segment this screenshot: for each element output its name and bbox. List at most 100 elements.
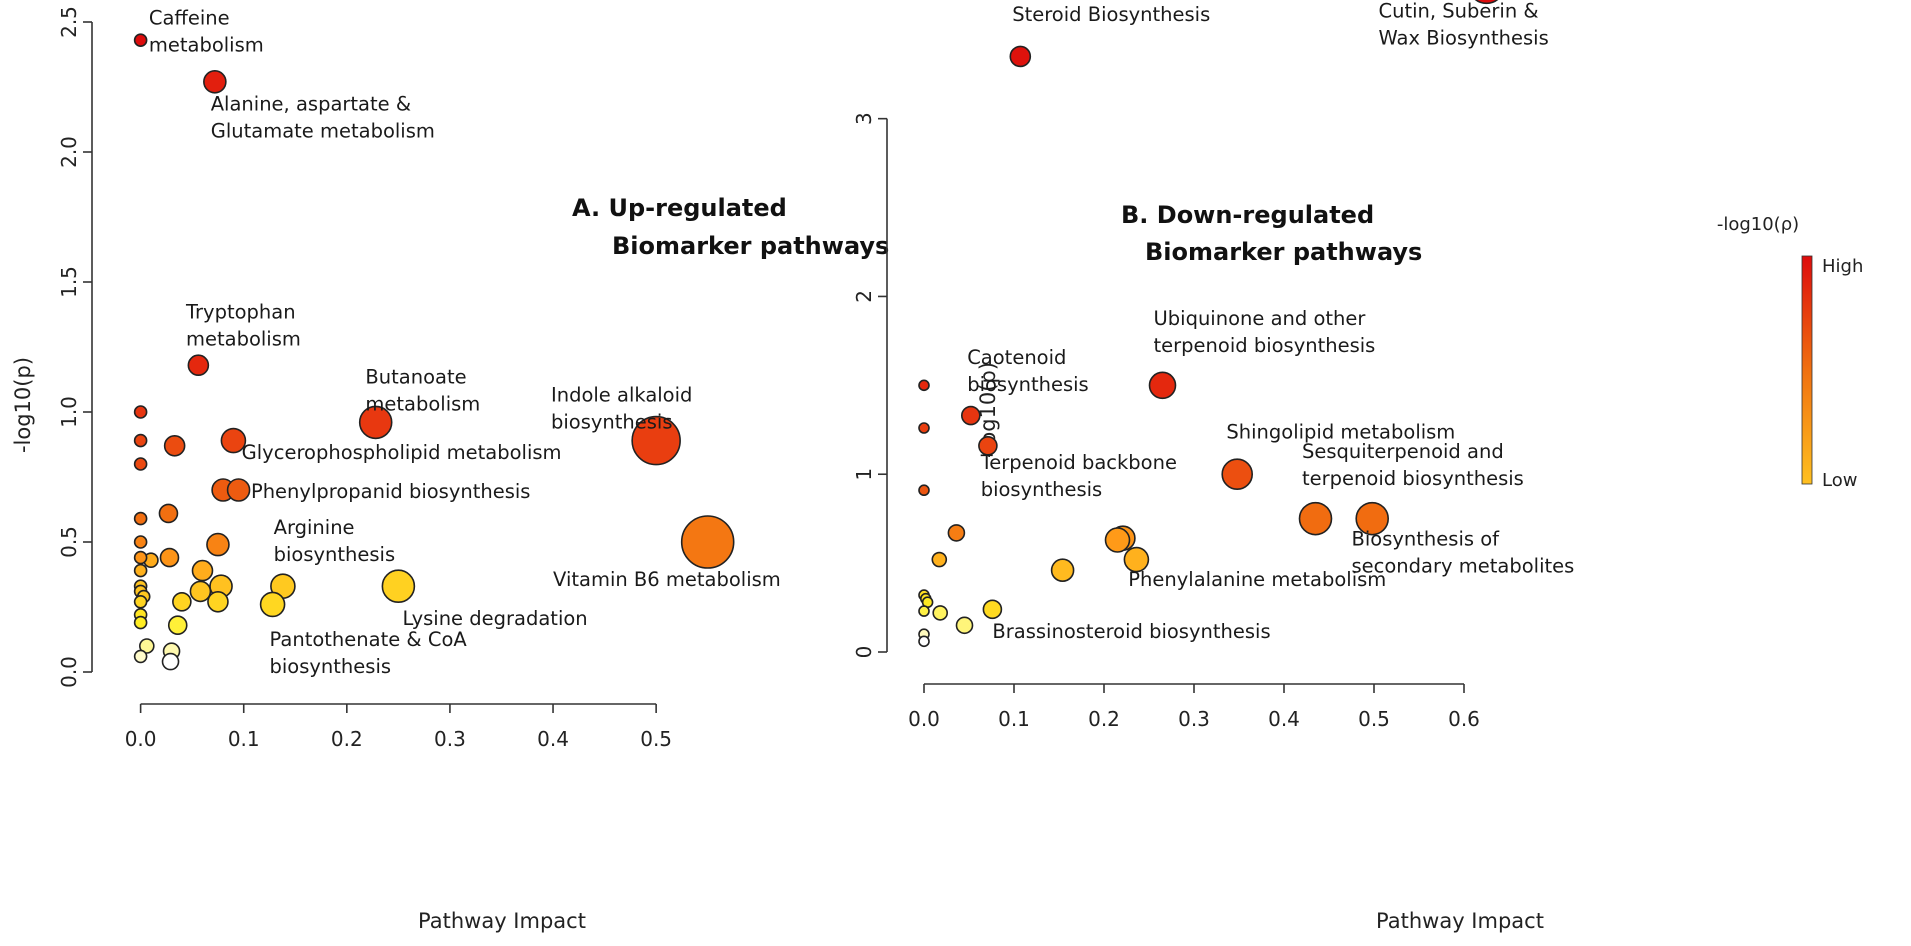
point-label-line: metabolism	[365, 392, 480, 415]
data-point	[1355, 501, 1389, 536]
data-point	[161, 652, 180, 671]
data-point	[932, 605, 949, 621]
point-label-line: Lysine degradation	[403, 607, 588, 630]
data-point	[982, 599, 1003, 620]
chart-panel-up-regulated: -log10(p) Pathway Impact A. Up-regulated…	[11, 6, 889, 933]
data-point	[189, 580, 212, 603]
x-tick-label: 0.2	[331, 727, 363, 751]
data-point	[918, 379, 930, 392]
data-point	[133, 550, 148, 565]
panel-title-line-2: Biomarker pathways	[612, 232, 889, 260]
point-label: Phenylpropanid biosynthesis	[251, 480, 531, 503]
point-label-line: secondary metabolites	[1352, 554, 1575, 577]
y-tick-label: 2.0	[57, 136, 81, 168]
y-tick-label: 0	[852, 646, 876, 659]
point-label-line: metabolism	[149, 34, 264, 57]
x-tick-label: 0.5	[1358, 707, 1390, 731]
point-label: Shingolipid metabolism	[1226, 421, 1455, 444]
data-point	[133, 615, 148, 630]
legend-color-bar	[1801, 255, 1813, 485]
y-tick-label: 0.0	[57, 656, 81, 688]
data-point	[631, 415, 681, 466]
chart-panel-down-regulated: -log10(p) Pathway Impact B. Down-regulat…	[852, 0, 1863, 933]
point-label: Caotenoid biosynthesis	[967, 346, 1089, 396]
data-point	[259, 591, 286, 618]
point-label-line: Cutin, Suberin &	[1379, 0, 1539, 22]
data-point	[381, 569, 416, 604]
point-label-line: Wax Biosynthesis	[1379, 26, 1549, 49]
data-point	[187, 354, 210, 377]
panel-title-line-2: Biomarker pathways	[1145, 238, 1422, 266]
data-point	[167, 615, 188, 636]
point-label: Brassinosteroid biosynthesis	[992, 620, 1270, 643]
data-point	[1009, 45, 1032, 68]
x-tick-label: 0.4	[1268, 707, 1300, 731]
data-point	[358, 405, 393, 440]
data-point	[163, 434, 186, 457]
data-point	[159, 547, 180, 568]
data-point	[931, 551, 948, 568]
point-label: Phenylalanine metabolism	[1128, 568, 1386, 591]
point-label-line: Caotenoid	[967, 346, 1066, 369]
point-label-line: biosynthesis	[981, 478, 1103, 501]
data-point	[133, 535, 148, 549]
point-label-line: biosynthesis	[274, 543, 396, 566]
point-label-line: metabolism	[186, 327, 301, 350]
x-tick-label: 0.0	[908, 707, 940, 731]
x-tick-label: 0.3	[434, 727, 466, 751]
point-label-line: Brassinosteroid biosynthesis	[992, 620, 1270, 643]
x-tick-label: 0.3	[1178, 707, 1210, 731]
y-tick-label: 2.5	[57, 6, 81, 38]
point-label-line: Phenylpropanid biosynthesis	[251, 480, 531, 503]
axes: 0.0 0.5 1.0 1.5 2.0 2.5 0.0 0.1 0.2 0.3 0.4 0.5	[57, 6, 672, 751]
point-label-line: Caffeine	[149, 7, 230, 30]
y-axis-title: -log10(p)	[11, 357, 35, 453]
data-point	[133, 649, 148, 664]
point-label: Glycerophospholipid metabolism	[242, 441, 562, 464]
data-point	[226, 478, 251, 502]
data-point	[203, 70, 227, 94]
data-point	[133, 511, 148, 526]
data-point	[133, 33, 148, 48]
point-label: Ubiquinone and other terpenoid biosynthes…	[1154, 307, 1376, 357]
data-point	[206, 532, 230, 557]
y-tick-label: 1.0	[57, 396, 81, 428]
x-tick-label: 0.6	[1448, 707, 1480, 731]
point-label-line: biosynthesis	[270, 655, 392, 678]
point-labels: Caffeine metabolism Alanine, aspartate & Gl…	[149, 7, 781, 678]
point-label-line: Glutamate metabolism	[211, 119, 435, 142]
legend-high-label: High	[1822, 256, 1863, 277]
point-label: Biosynthesis of secondary metabolites	[1352, 527, 1575, 577]
point-label: Butanoate metabolism	[365, 365, 480, 415]
data-point	[1298, 501, 1333, 536]
point-label-line: Phenylalanine metabolism	[1128, 568, 1386, 591]
y-tick-label: 1	[852, 468, 876, 481]
point-label: Sesquiterpenoid and terpenoid biosynthesi…	[1302, 440, 1524, 490]
axes: 0 1 2 3 0.0 0.1 0.2 0.3 0.4 0.5 0.6	[852, 112, 1480, 731]
point-label-line: Ubiquinone and other	[1154, 307, 1367, 330]
y-tick-label: 2	[852, 290, 876, 303]
data-point	[1104, 527, 1131, 553]
data-point	[947, 524, 966, 542]
data-point	[1221, 458, 1253, 491]
x-tick-label: 0.1	[998, 707, 1030, 731]
point-label: Lysine degradation	[403, 607, 588, 630]
color-legend: -log10(ρ) High Low	[1717, 214, 1864, 491]
data-point	[918, 484, 930, 497]
point-label-line: Pantothenate & CoA	[270, 628, 468, 651]
data-point	[139, 638, 155, 654]
data-point	[955, 616, 974, 635]
data-point	[918, 605, 930, 617]
data-point	[133, 563, 148, 578]
y-tick-label: 0.5	[57, 526, 81, 558]
point-label: Arginine biosynthesis	[274, 516, 396, 566]
point-label: Steroid Biosynthesis	[1012, 3, 1210, 26]
data-point	[220, 427, 247, 454]
point-label: Terpenoid backbone biosynthesis	[980, 451, 1177, 501]
data-point	[172, 591, 192, 612]
data-point	[133, 594, 148, 609]
point-label-line: Indole alkaloid	[551, 384, 692, 407]
point-label: Vitamin B6 metabolism	[553, 568, 781, 591]
y-tick-label: 1.5	[57, 266, 81, 298]
point-label: Alanine, aspartate & Glutamate metabolism	[211, 92, 435, 142]
